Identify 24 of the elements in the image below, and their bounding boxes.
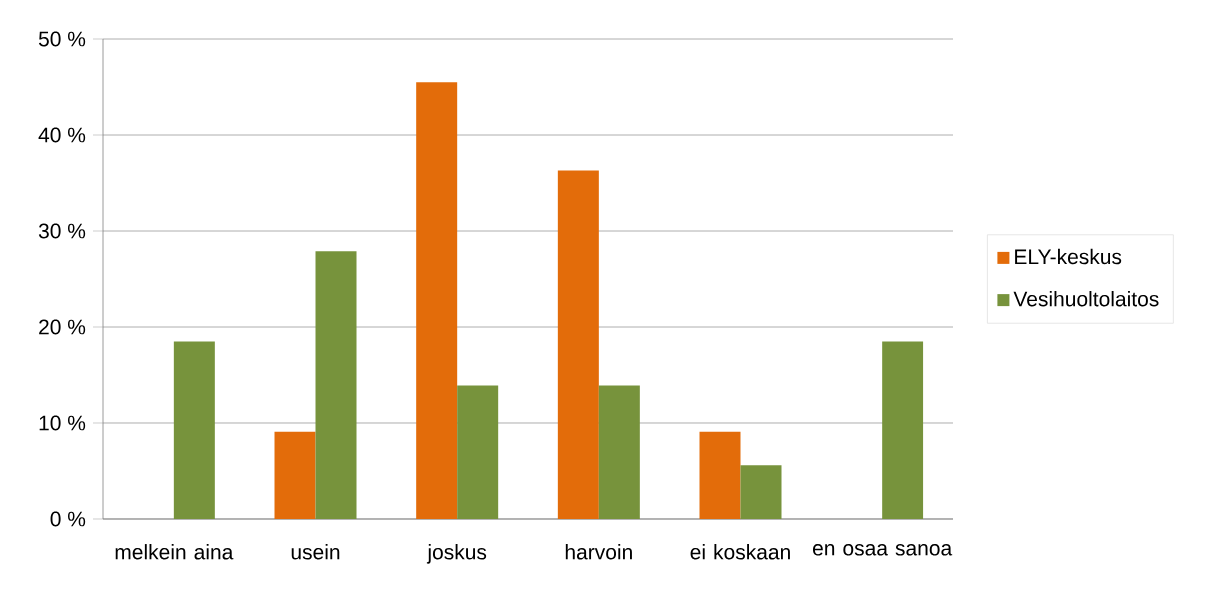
bar [598, 385, 640, 519]
legend-label: ELY-keskus [1015, 248, 1122, 265]
x-tick-label: en osaa sanoa [813, 544, 953, 556]
y-tick-label: 50 % [38, 31, 86, 47]
bar [173, 341, 215, 519]
x-tick-label: joskus [426, 544, 487, 564]
y-tick-label: 30 % [38, 223, 86, 239]
bar [882, 341, 924, 519]
bar [315, 251, 357, 519]
y-tick-label: 10 % [39, 415, 86, 431]
bar [699, 431, 741, 519]
y-tick-label: 40 % [38, 127, 86, 143]
bar [457, 385, 499, 519]
bar [416, 82, 458, 519]
bar [740, 465, 782, 519]
legend-label: Vesihuoltolaitos [1013, 291, 1159, 307]
bar [274, 431, 316, 519]
x-tick-label: ei koskaan [690, 544, 790, 560]
x-tick-label: harvoin [565, 544, 632, 560]
y-tick-label: 0 % [50, 511, 86, 527]
y-tick-label: 20 % [39, 319, 86, 335]
x-tick-label: usein [291, 544, 340, 560]
bar [557, 170, 599, 519]
x-tick-label: melkein aina [115, 544, 234, 560]
